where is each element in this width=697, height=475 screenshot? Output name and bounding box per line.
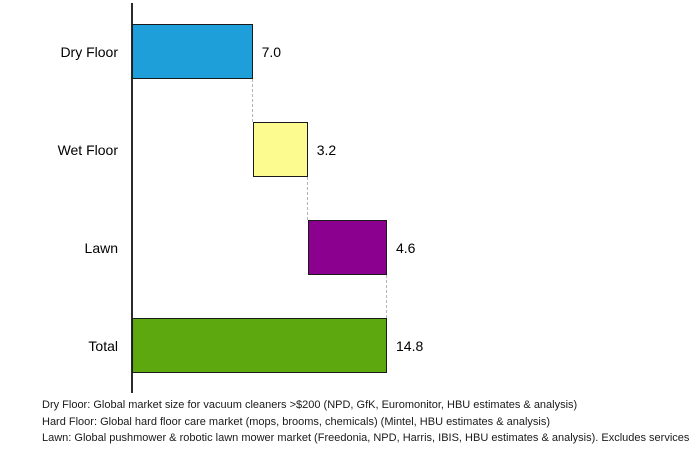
bar-dry-floor: [132, 24, 253, 79]
category-label-wet-floor: Wet Floor: [57, 141, 118, 158]
connector-line: [251, 79, 253, 122]
value-label-lawn: 4.6: [396, 239, 416, 256]
chart-footnotes: Dry Floor: Global market size for vacuum…: [42, 397, 692, 447]
value-label-wet-floor: 3.2: [316, 141, 337, 158]
y-axis-line: [131, 3, 133, 393]
footnote-dry-floor: Dry Floor: Global market size for vacuum…: [42, 399, 578, 411]
category-label-dry-floor: Dry Floor: [60, 43, 118, 60]
value-label-total: 14.8: [396, 337, 424, 354]
category-label-total: Total: [88, 337, 118, 354]
category-label-lawn: Lawn: [84, 239, 118, 256]
value-label-dry-floor: 7.0: [261, 43, 282, 60]
footnote-lawn: Lawn: Global pushmower & robotic lawn mo…: [42, 432, 690, 444]
connector-line: [306, 177, 308, 220]
connector-line: [386, 275, 387, 318]
bar-total: [132, 318, 387, 373]
waterfall-chart: Dry Floor 7.0 Wet Floor 3.2 Lawn 4.6 Total 14.8: [57, 3, 424, 393]
bar-wet-floor: [252, 122, 308, 177]
bar-lawn: [307, 220, 387, 275]
footnote-hard-floor: Hard Floor: Global hard floor care marke…: [42, 415, 550, 428]
